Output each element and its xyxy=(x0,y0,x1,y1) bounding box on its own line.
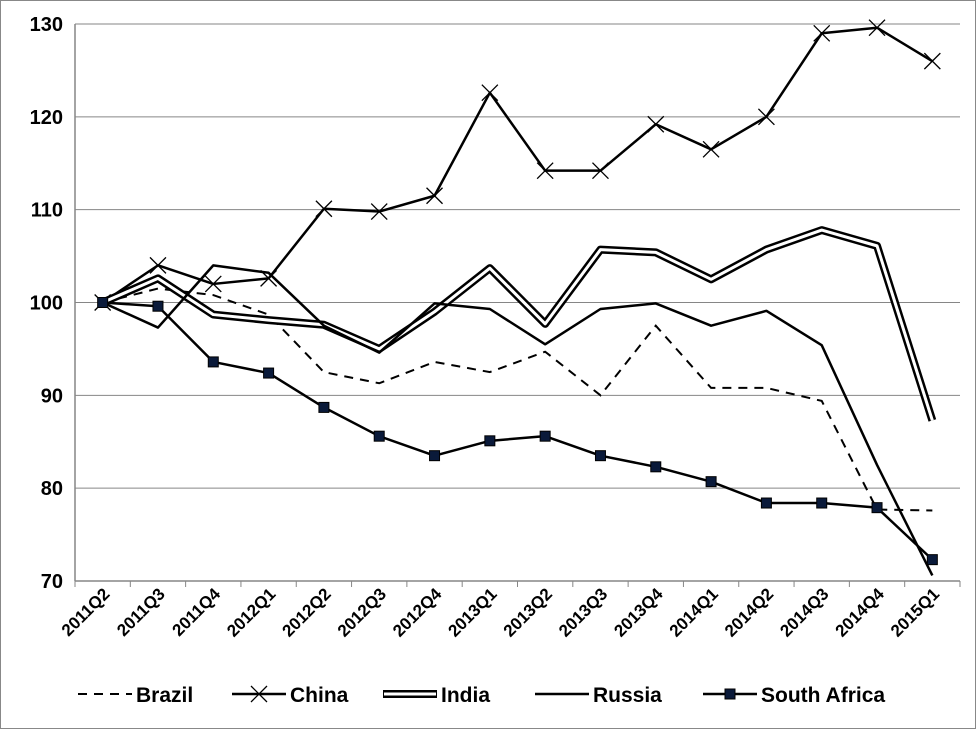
square-marker xyxy=(650,461,662,473)
y-tick-label-100: 100 xyxy=(30,293,63,315)
legend-x-marker xyxy=(250,685,268,703)
x-tick-label-2011q2: 2011Q2 xyxy=(58,584,114,640)
gridlines xyxy=(75,23,960,489)
y-tick-label-70: 70 xyxy=(41,571,63,593)
series-line-inner xyxy=(102,228,934,421)
x-tick-label-2015q1: 2015Q1 xyxy=(887,584,943,640)
y-axis-tick-labels: 70 80 90 100 110 120 130 xyxy=(30,14,63,593)
x-tick-label-2013q2: 2013Q2 xyxy=(500,584,556,640)
series-lines xyxy=(94,19,941,576)
x-tick-label-2013q1: 2013Q1 xyxy=(444,584,500,640)
square-marker xyxy=(539,430,551,442)
y-tick-label-110: 110 xyxy=(31,200,63,222)
axes xyxy=(74,24,961,587)
series-line xyxy=(102,264,934,576)
legend-item-russia: Russia xyxy=(535,684,662,707)
series-china xyxy=(94,19,941,311)
square-marker xyxy=(594,450,606,462)
legend-square-marker xyxy=(724,688,736,700)
square-marker xyxy=(705,476,717,488)
square-marker xyxy=(816,497,828,509)
y-tick-label-130: 130 xyxy=(30,14,63,36)
x-axis-tick-labels: 2011Q2 2011Q3 2011Q4 2012Q1 2012Q2 2012Q3 2012… xyxy=(58,584,943,641)
y-tick-label-120: 120 xyxy=(30,107,63,129)
legend-item-brazil: Brazil xyxy=(78,684,193,707)
legend-label-india: India xyxy=(441,684,490,707)
x-marker xyxy=(868,19,886,37)
legend-label-russia: Russia xyxy=(593,684,662,707)
y-tick-label-80: 80 xyxy=(41,478,63,500)
x-marker xyxy=(536,162,554,180)
x-tick-label-2014q3: 2014Q3 xyxy=(776,584,832,640)
legend-label-south-africa: South Africa xyxy=(761,684,885,707)
square-marker xyxy=(871,502,883,514)
square-marker xyxy=(97,297,109,308)
y-tick-label-90: 90 xyxy=(41,385,63,407)
series-line xyxy=(102,287,933,512)
square-marker xyxy=(318,401,330,413)
legend-item-south-africa: South Africa xyxy=(703,684,885,707)
x-tick-label-2012q2: 2012Q2 xyxy=(279,584,335,640)
x-tick-label-2013q4: 2013Q4 xyxy=(610,584,667,641)
x-tick-label-2014q2: 2014Q2 xyxy=(721,584,777,640)
square-marker xyxy=(373,430,385,442)
x-tick-label-2013q3: 2013Q3 xyxy=(555,584,611,640)
x-marker xyxy=(702,140,720,158)
x-tick-label-2011q3: 2011Q3 xyxy=(113,584,169,640)
legend-label-china: China xyxy=(290,684,349,707)
square-marker xyxy=(926,554,938,566)
x-tick-label-2014q1: 2014Q1 xyxy=(666,584,722,640)
x-marker xyxy=(315,200,333,218)
x-tick-label-2012q3: 2012Q3 xyxy=(334,584,390,640)
x-marker xyxy=(204,275,222,293)
square-marker xyxy=(152,300,164,312)
x-marker xyxy=(647,115,665,133)
series-russia xyxy=(102,264,934,576)
x-tick-label-2014q4: 2014Q4 xyxy=(832,584,889,641)
square-marker xyxy=(429,450,441,462)
x-tick-label-2011q4: 2011Q4 xyxy=(169,584,225,640)
x-marker xyxy=(813,24,831,42)
x-tick-label-2012q4: 2012Q4 xyxy=(389,584,446,641)
legend-label-brazil: Brazil xyxy=(136,684,193,707)
x-marker xyxy=(149,256,167,274)
x-marker xyxy=(370,203,388,220)
x-marker xyxy=(481,84,499,102)
legend-item-china: China xyxy=(232,684,349,707)
series-india xyxy=(101,226,937,422)
x-marker xyxy=(426,187,443,205)
series-brazil xyxy=(102,287,933,512)
legend: Brazil China India Russia South Africa xyxy=(78,684,885,707)
x-marker xyxy=(592,162,609,180)
series-south-africa xyxy=(97,297,938,566)
square-marker xyxy=(484,435,496,447)
series-line xyxy=(101,26,933,304)
legend-item-india: India xyxy=(383,684,490,707)
square-marker xyxy=(760,497,772,509)
x-tick-label-2012q1: 2012Q1 xyxy=(223,584,279,640)
series-line xyxy=(102,301,934,561)
x-marker xyxy=(923,52,941,70)
square-marker xyxy=(263,367,275,379)
x-marker xyxy=(757,108,775,126)
square-marker xyxy=(207,356,219,368)
